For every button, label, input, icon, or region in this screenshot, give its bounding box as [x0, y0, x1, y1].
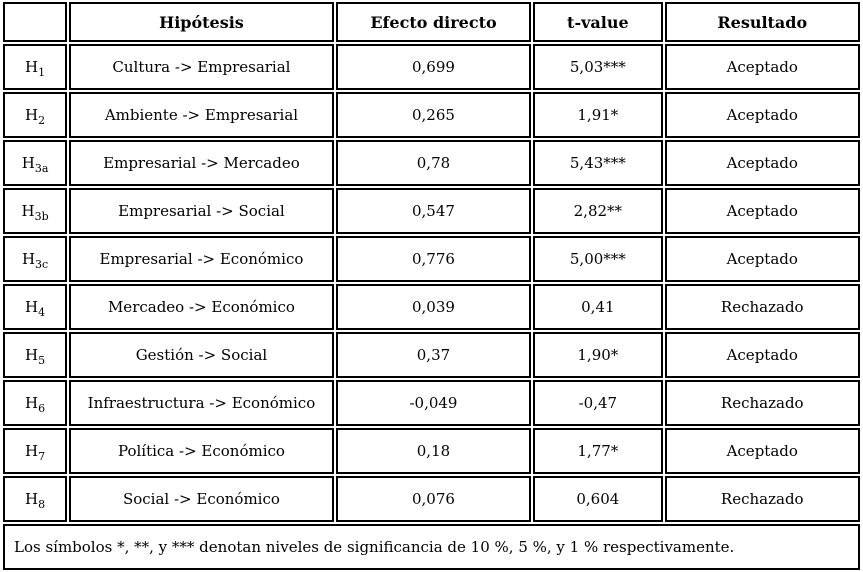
hypothesis-id-cell: H3a [3, 140, 68, 186]
hypothesis-id-base: H [25, 346, 39, 364]
hypothesis-id-subscript: 3a [34, 162, 49, 175]
hypothesis-id-subscript: 3b [34, 210, 49, 223]
hypothesis-id-cell: H2 [3, 92, 68, 138]
direct-effect-cell: 0,776 [335, 236, 532, 282]
result-cell: Aceptado [664, 188, 860, 234]
direct-effect-cell: 0,265 [335, 92, 532, 138]
direct-effect-cell: 0,37 [335, 332, 532, 378]
hypothesis-id-subscript: 3c [35, 258, 49, 271]
result-cell: Aceptado [664, 92, 860, 138]
result-cell: Rechazado [664, 476, 860, 522]
table-body: H1 Cultura -> Empresarial 0,699 5,03*** … [3, 44, 860, 522]
t-value-cell: 1,90* [533, 332, 663, 378]
hypothesis-id-subscript: 6 [38, 402, 46, 415]
table-foot: Los símbolos *, **, y *** denotan nivele… [3, 524, 860, 570]
table-row: H2 Ambiente -> Empresarial 0,265 1,91* A… [3, 92, 860, 138]
t-value-cell: 0,41 [533, 284, 663, 330]
hypothesis-id-base: H [21, 250, 36, 268]
hypothesis-id-base: H [25, 106, 39, 124]
result-cell: Aceptado [664, 428, 860, 474]
t-value-cell: -0,47 [533, 380, 663, 426]
hypothesis-path-cell: Mercadeo -> Económico [69, 284, 334, 330]
hypothesis-id-subscript: 7 [38, 450, 46, 463]
direct-effect-cell: 0,076 [335, 476, 532, 522]
hypothesis-path-cell: Social -> Económico [69, 476, 334, 522]
hypothesis-id-base: H [21, 154, 35, 172]
header-row: Hipótesis Efecto directo t-value Resulta… [3, 2, 860, 42]
column-header-efecto-directo: Efecto directo [335, 2, 532, 42]
table-row: H8 Social -> Económico 0,076 0,604 Recha… [3, 476, 860, 522]
result-cell: Aceptado [664, 236, 860, 282]
table-row: H6 Infraestructura -> Económico -0,049 -… [3, 380, 860, 426]
footnote-row: Los símbolos *, **, y *** denotan nivele… [3, 524, 860, 570]
hypothesis-id-cell: H6 [3, 380, 68, 426]
hypothesis-id-subscript: 2 [38, 114, 46, 127]
t-value-cell: 5,43*** [533, 140, 663, 186]
direct-effect-cell: 0,699 [335, 44, 532, 90]
hypothesis-path-cell: Empresarial -> Social [69, 188, 334, 234]
t-value-cell: 5,00*** [533, 236, 663, 282]
t-value-cell: 5,03*** [533, 44, 663, 90]
hypothesis-id-cell: H4 [3, 284, 68, 330]
result-cell: Rechazado [664, 284, 860, 330]
column-header-hipotesis: Hipótesis [69, 2, 334, 42]
result-cell: Aceptado [664, 140, 860, 186]
t-value-cell: 1,77* [533, 428, 663, 474]
result-cell: Aceptado [664, 44, 860, 90]
hypothesis-path-cell: Gestión -> Social [69, 332, 334, 378]
t-value-cell: 2,82** [533, 188, 663, 234]
direct-effect-cell: 0,039 [335, 284, 532, 330]
hypothesis-id-subscript: 4 [38, 306, 46, 319]
hypothesis-path-cell: Cultura -> Empresarial [69, 44, 334, 90]
hypothesis-id-base: H [25, 58, 39, 76]
table-row: H5 Gestión -> Social 0,37 1,90* Aceptado [3, 332, 860, 378]
corner-header-cell [3, 2, 68, 42]
hypothesis-id-cell: H5 [3, 332, 68, 378]
hypothesis-id-subscript: 8 [38, 498, 46, 511]
table-row: H1 Cultura -> Empresarial 0,699 5,03*** … [3, 44, 860, 90]
hypothesis-id-cell: H8 [3, 476, 68, 522]
table-row: H3b Empresarial -> Social 0,547 2,82** A… [3, 188, 860, 234]
t-value-cell: 1,91* [533, 92, 663, 138]
table-row: H3c Empresarial -> Económico 0,776 5,00*… [3, 236, 860, 282]
direct-effect-cell: 0,547 [335, 188, 532, 234]
direct-effect-cell: 0,78 [335, 140, 532, 186]
hypothesis-id-subscript: 5 [38, 354, 46, 367]
result-cell: Rechazado [664, 380, 860, 426]
hypothesis-id-cell: H1 [3, 44, 68, 90]
hypothesis-path-cell: Empresarial -> Mercadeo [69, 140, 334, 186]
hypothesis-path-cell: Ambiente -> Empresarial [69, 92, 334, 138]
column-header-t-value: t-value [533, 2, 663, 42]
hypothesis-path-cell: Empresarial -> Económico [69, 236, 334, 282]
result-cell: Aceptado [664, 332, 860, 378]
direct-effect-cell: -0,049 [335, 380, 532, 426]
table-row: H3a Empresarial -> Mercadeo 0,78 5,43***… [3, 140, 860, 186]
hypothesis-id-base: H [25, 442, 39, 460]
hypothesis-id-base: H [25, 394, 39, 412]
hypothesis-id-base: H [25, 298, 39, 316]
table-header: Hipótesis Efecto directo t-value Resulta… [3, 2, 860, 42]
column-header-resultado: Resultado [664, 2, 860, 42]
hypothesis-id-cell: H3c [3, 236, 68, 282]
significance-footnote: Los símbolos *, **, y *** denotan nivele… [3, 524, 860, 570]
t-value-cell: 0,604 [533, 476, 663, 522]
hypothesis-path-cell: Política -> Económico [69, 428, 334, 474]
table-row: H7 Política -> Económico 0,18 1,77* Acep… [3, 428, 860, 474]
hypothesis-id-cell: H7 [3, 428, 68, 474]
hypothesis-id-base: H [25, 490, 39, 508]
hypothesis-path-cell: Infraestructura -> Económico [69, 380, 334, 426]
table-row: H4 Mercadeo -> Económico 0,039 0,41 Rech… [3, 284, 860, 330]
hypothesis-id-cell: H3b [3, 188, 68, 234]
hypothesis-id-base: H [21, 202, 35, 220]
hypothesis-id-subscript: 1 [38, 66, 46, 79]
direct-effect-cell: 0,18 [335, 428, 532, 474]
